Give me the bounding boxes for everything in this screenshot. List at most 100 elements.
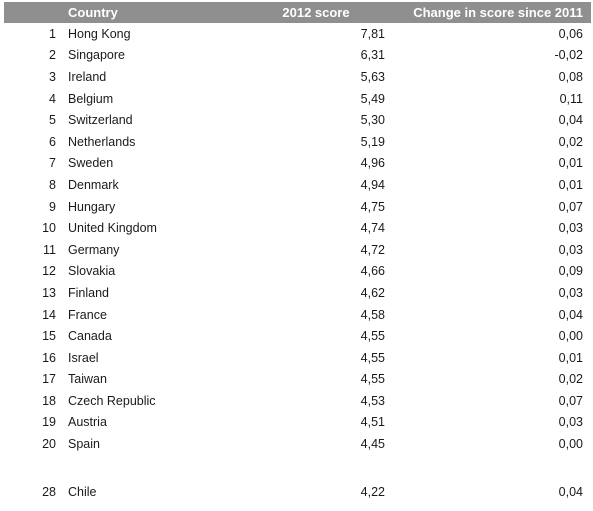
rank-cell: 18 [42, 393, 56, 408]
score-cell: 5,19 [360, 134, 385, 149]
change-cell: 0,03 [558, 285, 583, 300]
rank-cell: 1 [49, 26, 56, 41]
change-cell: 0,07 [558, 393, 583, 408]
change-cell: 0,04 [558, 484, 583, 499]
change-cell: 0,01 [558, 350, 583, 365]
score-cell: 4,66 [360, 264, 385, 279]
score-cell: 5,30 [360, 113, 385, 128]
score-cell: 6,31 [360, 48, 385, 63]
rank-cell: 20 [42, 437, 56, 452]
score-cell: 5,49 [360, 91, 385, 106]
rank-cell: 5 [49, 113, 56, 128]
country-cell: Hungary [68, 199, 116, 214]
change-cell: -0,02 [554, 48, 584, 63]
score-cell: 4,94 [360, 177, 385, 192]
change-cell: 0,08 [558, 69, 583, 84]
table-row: 15 Canada 4,55 0,00 [4, 325, 591, 347]
row-gap [4, 455, 591, 481]
table-row: 9 Hungary 4,75 0,07 [4, 196, 591, 218]
score-cell: 4,53 [360, 393, 385, 408]
table-row: 8 Denmark 4,94 0,01 [4, 174, 591, 196]
rank-cell: 15 [42, 329, 56, 344]
rank-cell: 9 [49, 199, 56, 214]
rank-cell: 14 [42, 307, 56, 322]
change-cell: 0,11 [559, 91, 583, 106]
change-cell: 0,04 [558, 113, 583, 128]
country-cell: Finland [68, 285, 109, 300]
rank-cell: 17 [42, 372, 56, 387]
table-row: 4 Belgium 5,49 0,11 [4, 88, 591, 110]
country-cell: Netherlands [68, 134, 136, 149]
table-row: 14 France 4,58 0,04 [4, 304, 591, 326]
change-cell: 0,02 [558, 372, 583, 387]
header-score: 2012 score [282, 5, 350, 20]
score-cell: 4,72 [360, 242, 385, 257]
country-cell: Czech Republic [68, 393, 156, 408]
score-cell: 4,51 [360, 415, 385, 430]
rank-cell: 8 [49, 177, 56, 192]
country-cell: Israel [68, 350, 99, 365]
table-header: Country 2012 score Change in score since… [4, 2, 591, 23]
score-cell: 4,55 [360, 350, 385, 365]
table-row: 20 Spain 4,45 0,00 [4, 433, 591, 455]
rank-cell: 19 [42, 415, 56, 430]
country-cell: Germany [68, 242, 120, 257]
change-cell: 0,00 [558, 437, 583, 452]
country-cell: France [68, 307, 107, 322]
table-row-extra: 28 Chile 4,22 0,04 [4, 481, 591, 503]
score-cell: 4,22 [360, 484, 385, 499]
score-cell: 7,81 [360, 26, 385, 41]
rank-cell: 10 [42, 221, 56, 236]
rank-cell: 7 [49, 156, 56, 171]
table-row: 16 Israel 4,55 0,01 [4, 347, 591, 369]
score-cell: 4,96 [360, 156, 385, 171]
table-row: 6 Netherlands 5,19 0,02 [4, 131, 591, 153]
rank-cell: 11 [43, 242, 56, 257]
score-cell: 4,58 [360, 307, 385, 322]
rank-cell: 16 [42, 350, 56, 365]
score-cell: 4,55 [360, 372, 385, 387]
country-cell: Belgium [68, 91, 114, 106]
country-cell: Slovakia [68, 264, 116, 279]
rank-cell: 4 [49, 91, 56, 106]
change-cell: 0,00 [558, 329, 583, 344]
change-cell: 0,04 [558, 307, 583, 322]
rank-cell: 3 [49, 69, 56, 84]
country-cell: Sweden [68, 156, 114, 171]
rank-cell: 12 [42, 264, 56, 279]
score-cell: 4,62 [360, 285, 385, 300]
score-cell: 5,63 [360, 69, 385, 84]
table-row: 11 Germany 4,72 0,03 [4, 239, 591, 261]
change-cell: 0,06 [558, 26, 583, 41]
country-cell: Taiwan [68, 372, 107, 387]
table-row: 1 Hong Kong 7,81 0,06 [4, 23, 591, 45]
change-cell: 0,01 [558, 177, 583, 192]
country-cell: Switzerland [68, 113, 133, 128]
score-cell: 4,55 [360, 329, 385, 344]
country-cell: Singapore [68, 48, 125, 63]
score-cell: 4,75 [360, 199, 385, 214]
rank-cell: 2 [49, 48, 56, 63]
table-row: 19 Austria 4,51 0,03 [4, 412, 591, 434]
table-row: 13 Finland 4,62 0,03 [4, 282, 591, 304]
change-cell: 0,09 [558, 264, 583, 279]
change-cell: 0,07 [558, 199, 583, 214]
country-cell: Spain [68, 437, 100, 452]
country-cell: Denmark [68, 177, 119, 192]
country-cell: Austria [68, 415, 107, 430]
country-cell: United Kingdom [68, 221, 157, 236]
table-row: 3 Ireland 5,63 0,08 [4, 66, 591, 88]
score-cell: 4,45 [360, 437, 385, 452]
table-body: 1 Hong Kong 7,81 0,06 2 Singapore 6,31 -0,02 3 Ir… [4, 23, 591, 455]
change-cell: 0,01 [558, 156, 583, 171]
change-cell: 0,03 [558, 242, 583, 257]
table-row: 12 Slovakia 4,66 0,09 [4, 261, 591, 283]
table-row: 7 Sweden 4,96 0,01 [4, 153, 591, 175]
country-cell: Hong Kong [68, 26, 131, 41]
score-table: Country 2012 score Change in score since… [4, 2, 591, 502]
change-cell: 0,02 [558, 134, 583, 149]
rank-cell: 13 [42, 285, 56, 300]
table-row: 18 Czech Republic 4,53 0,07 [4, 390, 591, 412]
table-row: 17 Taiwan 4,55 0,02 [4, 369, 591, 391]
country-cell: Chile [68, 484, 97, 499]
